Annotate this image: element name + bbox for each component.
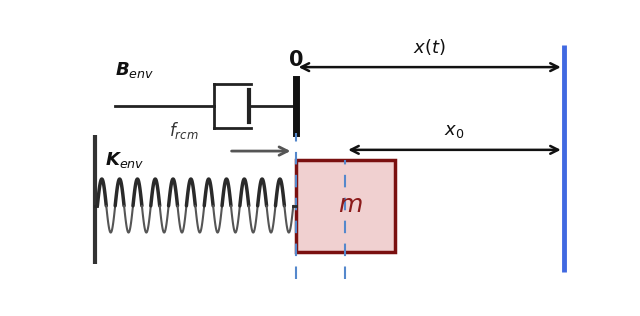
Text: $f_{rcm}$: $f_{rcm}$ xyxy=(169,120,199,141)
Text: $m$: $m$ xyxy=(338,194,363,217)
Text: 0: 0 xyxy=(289,50,303,70)
Bar xyxy=(296,160,395,252)
Text: $x_0$: $x_0$ xyxy=(444,122,465,140)
Text: $\boldsymbol{K}_{env}$: $\boldsymbol{K}_{env}$ xyxy=(105,149,144,170)
Text: $x(t)$: $x(t)$ xyxy=(413,37,446,58)
Text: $\boldsymbol{B}_{env}$: $\boldsymbol{B}_{env}$ xyxy=(115,59,154,80)
